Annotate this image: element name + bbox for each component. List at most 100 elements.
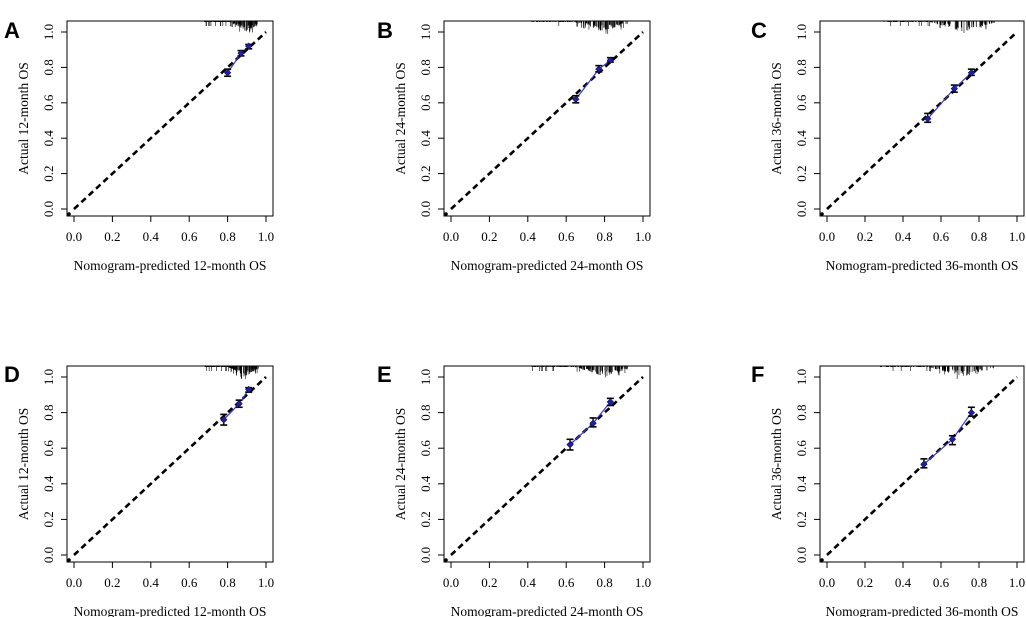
x-axis-label: Nomogram-predicted 12-month OS <box>74 258 267 273</box>
data-point <box>245 385 253 394</box>
data-point <box>967 408 976 417</box>
panel-letter: E <box>377 362 392 387</box>
x-tick-label: 0.0 <box>819 229 835 244</box>
ideal-line <box>450 376 644 556</box>
x-tick-label: 0.8 <box>971 229 987 244</box>
y-tick-label: 0.6 <box>418 94 433 111</box>
y-axis-label: Actual 24-month OS <box>393 62 408 175</box>
panel-letter: B <box>377 18 393 43</box>
x-tick-label: 0.6 <box>558 229 575 244</box>
x-tick-label: 0.2 <box>857 229 873 244</box>
panel-a: A 0.0 0.2 0.4 0.6 0.8 1.0 0.0 0.2 0.4 0.6 0.8 1.0 Nom… <box>4 18 274 273</box>
y-tick-label: 0.2 <box>418 511 433 527</box>
x-tick-label: 1.0 <box>635 575 651 590</box>
x-tick-label: 0.8 <box>219 229 235 244</box>
origin-mark <box>820 212 824 216</box>
y-tick-label: 0.2 <box>41 511 56 527</box>
y-tick-label: 1.0 <box>418 24 433 40</box>
y-axis-label: Actual 36-month OS <box>769 62 784 175</box>
y-tick-label: 0.2 <box>418 165 433 181</box>
x-tick-label: 0.0 <box>66 229 82 244</box>
ideal-line <box>73 376 267 556</box>
x-tick-label: 0.8 <box>971 575 987 590</box>
x-axis-label: Nomogram-predicted 24-month OS <box>451 258 644 273</box>
y-axis-label: Actual 36-month OS <box>769 408 784 521</box>
data-point <box>589 419 597 427</box>
y-tick-label: 0.0 <box>41 547 56 563</box>
data-point <box>920 460 928 468</box>
panel-letter: F <box>751 362 764 387</box>
y-tick-label: 0.6 <box>418 440 433 457</box>
panel-letter: C <box>751 18 767 43</box>
panel-letter: D <box>4 362 20 387</box>
y-tick-label: 0.4 <box>418 475 433 492</box>
x-tick-label: 0.4 <box>143 575 160 590</box>
x-axis-label: Nomogram-predicted 24-month OS <box>451 604 644 617</box>
x-tick-label: 0.0 <box>443 229 459 244</box>
y-tick-label: 1.0 <box>418 369 433 385</box>
panel-d: D 0.0 0.2 0.4 0.6 0.8 1.0 0.0 0.2 0.4 0.6 0.8 1.0 Nom… <box>4 362 274 617</box>
panel-c: C 0.0 0.2 0.4 0.6 0.8 1.0 0.0 0.2 0.4 0.6 0.8 1.0 Nom… <box>751 18 1025 273</box>
x-tick-label: 1.0 <box>1009 229 1025 244</box>
x-tick-label: 1.0 <box>635 229 651 244</box>
y-tick-label: 0.2 <box>794 165 809 181</box>
data-point <box>572 95 580 103</box>
y-tick-label: 0.8 <box>794 404 809 420</box>
plot-frame <box>66 365 274 563</box>
plot-frame <box>819 365 1025 563</box>
y-tick-label: 0.8 <box>418 404 433 420</box>
x-tick-label: 0.2 <box>857 575 873 590</box>
data-point <box>223 69 232 77</box>
origin-mark <box>67 212 71 216</box>
x-tick-label: 0.8 <box>596 575 612 590</box>
x-tick-label: 0.2 <box>481 575 497 590</box>
x-tick-label: 0.2 <box>104 229 120 244</box>
y-tick-label: 1.0 <box>794 369 809 385</box>
y-tick-label: 0.0 <box>41 201 56 217</box>
y-tick-label: 0.6 <box>41 440 56 457</box>
x-tick-label: 0.6 <box>181 229 198 244</box>
data-point <box>948 435 957 443</box>
x-tick-label: 0.0 <box>443 575 459 590</box>
data-point <box>606 56 614 64</box>
panel-f: F 0.0 0.2 0.4 0.6 0.8 1.0 0.0 0.2 0.4 0.6 0.8 1.0 Nom… <box>751 362 1025 617</box>
origin-mark <box>444 558 448 562</box>
panel-e: E 0.0 0.2 0.4 0.6 0.8 1.0 0.0 0.2 0.4 0.6 0.8 1.0 Nom… <box>377 362 651 617</box>
x-tick-label: 0.8 <box>219 575 235 590</box>
x-tick-label: 0.2 <box>481 229 497 244</box>
y-tick-label: 0.0 <box>794 201 809 217</box>
panel-letter: A <box>4 18 20 43</box>
y-tick-label: 1.0 <box>41 24 56 40</box>
y-tick-label: 0.2 <box>41 165 56 181</box>
ideal-line <box>826 31 1018 210</box>
y-tick-label: 0.4 <box>794 130 809 147</box>
y-tick-label: 0.6 <box>41 94 56 111</box>
x-tick-label: 0.4 <box>895 575 912 590</box>
origin-mark <box>820 558 824 562</box>
y-axis-label: Actual 12-month OS <box>16 408 31 521</box>
data-point <box>950 85 958 93</box>
y-tick-label: 1.0 <box>794 24 809 40</box>
y-tick-label: 0.8 <box>418 59 433 75</box>
y-tick-label: 0.0 <box>418 201 433 217</box>
x-tick-label: 0.0 <box>819 575 835 590</box>
data-point <box>245 42 253 50</box>
origin-mark <box>67 558 71 562</box>
y-tick-label: 0.0 <box>418 547 433 563</box>
y-tick-label: 0.8 <box>41 59 56 75</box>
data-point <box>237 49 245 57</box>
y-tick-label: 0.0 <box>794 547 809 563</box>
y-tick-label: 0.4 <box>418 130 433 147</box>
y-tick-label: 0.4 <box>41 475 56 492</box>
data-point <box>566 441 574 449</box>
x-tick-label: 1.0 <box>258 229 274 244</box>
ideal-line <box>73 31 267 210</box>
x-tick-label: 0.6 <box>933 229 950 244</box>
x-axis-label: Nomogram-predicted 36-month OS <box>826 258 1019 273</box>
y-tick-label: 0.8 <box>41 404 56 420</box>
data-point <box>595 65 603 73</box>
y-tick-label: 0.4 <box>794 475 809 492</box>
x-tick-label: 1.0 <box>258 575 274 590</box>
data-point <box>220 416 228 424</box>
x-tick-label: 0.8 <box>596 229 612 244</box>
